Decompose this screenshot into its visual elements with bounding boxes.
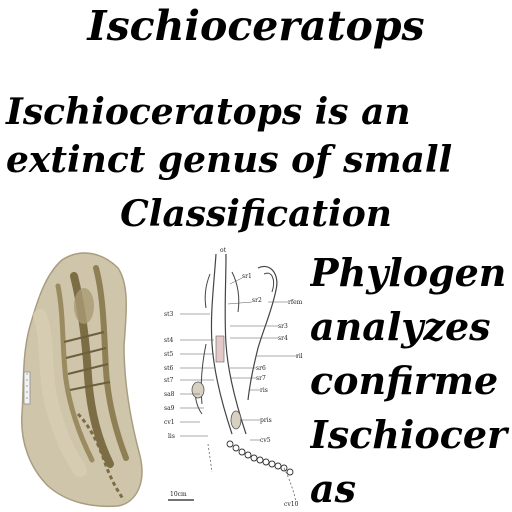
summary-text: Ischioceratops is an extinct genus of sm… [6, 88, 512, 184]
label-st3: st3 [164, 311, 173, 318]
label-lis: lis [168, 433, 175, 440]
label-cv1: cv1 [164, 419, 175, 426]
label-sr6: sr6 [256, 365, 266, 372]
label-sr3: sr3 [278, 323, 288, 330]
label-cv5: cv5 [260, 437, 271, 444]
section-text-line-2: analyzes [310, 304, 491, 349]
section-text-line-3: confirme [310, 358, 499, 403]
section-text-line-4: Ischiocer [310, 412, 508, 457]
label-st6: st6 [164, 365, 173, 372]
label-sr7: sr7 [256, 375, 266, 382]
scale-bar-label: 10cm [170, 491, 187, 498]
section-text-line-1: Phylogen [310, 250, 507, 295]
label-ris: ris [260, 387, 268, 394]
label-sr1: sr1 [242, 273, 252, 280]
label-st7: st7 [164, 377, 173, 384]
page-title: Ischioceratops [87, 2, 425, 50]
summary-line-2: extinct genus of small [6, 139, 453, 181]
section-heading: Classification [120, 193, 392, 235]
label-rfem: rfem [288, 299, 303, 306]
label-st4: st4 [164, 337, 173, 344]
label-sa8: sa8 [164, 391, 175, 398]
section-text-line-5: as [310, 466, 357, 510]
fossil-photo [21, 252, 143, 508]
summary-line-1: Ischioceratops is an [6, 91, 411, 133]
label-st5: st5 [164, 351, 173, 358]
label-sa9: sa9 [164, 405, 175, 412]
label-sr4: sr4 [278, 335, 288, 342]
label-pris: pris [260, 417, 272, 424]
label-ril: ril [296, 353, 303, 360]
skeletal-diagram: ot sr1 sr2 st3 rfem sr3 sr4 st4 st5 ril … [164, 247, 303, 508]
label-ot: ot [220, 247, 227, 254]
label-cv10: cv10 [284, 501, 299, 508]
label-sr2: sr2 [252, 297, 262, 304]
section-body-text: Phylogen analyzes confirme Ischiocer as [310, 246, 512, 510]
